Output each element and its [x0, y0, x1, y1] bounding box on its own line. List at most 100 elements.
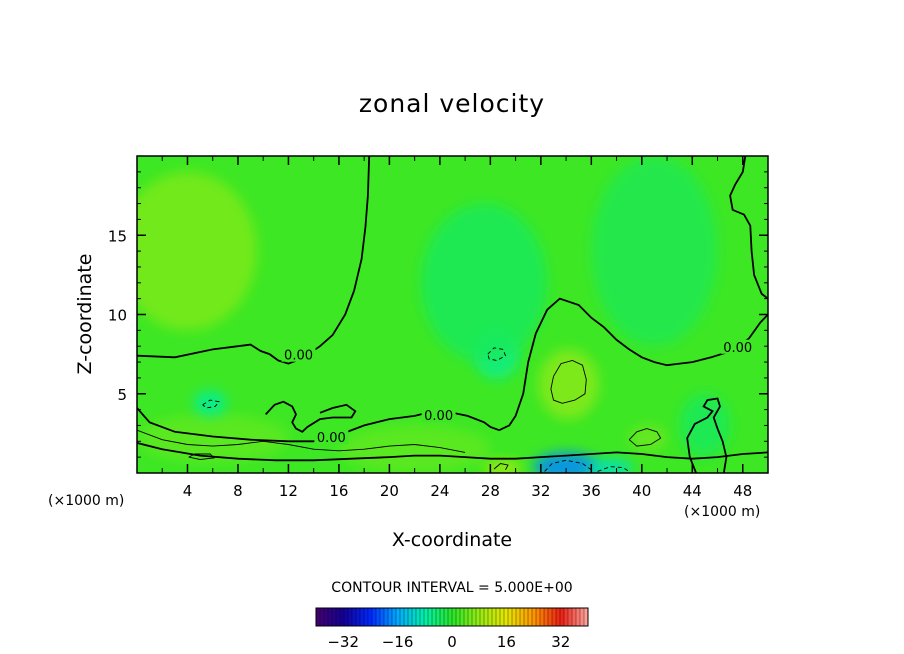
colorbar-tick-label: −32 — [327, 633, 359, 651]
colorbar-cell — [400, 608, 405, 626]
colorbar-cell — [364, 608, 369, 626]
x-tick-label: 20 — [380, 482, 399, 500]
colorbar-cell — [492, 608, 497, 626]
field-region — [137, 414, 289, 462]
contour-label: 0.00 — [317, 431, 346, 446]
field-region — [629, 425, 668, 451]
colorbar-cell — [404, 608, 409, 626]
colorbar-cell — [396, 608, 401, 626]
contour-label-bg — [314, 430, 349, 445]
colorbar-cell — [456, 608, 461, 626]
colorbar-cell — [372, 608, 377, 626]
colorbar-cell — [420, 608, 425, 626]
colorbar-cell — [388, 608, 393, 626]
zero-contour — [265, 400, 357, 433]
field-region — [338, 425, 491, 473]
colorbar-cell — [464, 608, 469, 626]
colorbar-cell — [536, 608, 541, 626]
colorbar-tick-label: 32 — [551, 633, 570, 651]
y-axis-label: Z-coordinate — [74, 254, 96, 375]
colorbar-cell — [412, 608, 417, 626]
colorbar-cell — [436, 608, 441, 626]
y-tick-label: 10 — [108, 307, 127, 325]
zero-contour — [729, 156, 768, 300]
field-region — [193, 390, 227, 416]
colorbar-cell — [416, 608, 421, 626]
colorbar-cell — [428, 608, 433, 626]
colorbar-frame — [315, 607, 589, 627]
colorbar-cell — [360, 608, 365, 626]
colorbar-cell — [520, 608, 525, 626]
colorbar-cell — [368, 608, 373, 626]
colorbar-cell — [512, 608, 517, 626]
colorbar-tick-label: −16 — [382, 633, 414, 651]
colorbar-cell — [356, 608, 361, 626]
colorbar-tick-labels: −32 −16 0 16 32 — [327, 633, 570, 651]
colorbar-cell — [580, 608, 585, 626]
field-region — [587, 458, 633, 473]
negative-contour — [597, 466, 630, 472]
x-tick-label: 44 — [683, 482, 702, 500]
contour-label-bg — [421, 407, 456, 422]
colorbar-cell — [480, 608, 485, 626]
colorbar-cell — [444, 608, 449, 626]
colorbar-cell — [440, 608, 445, 626]
colorbar-cell — [392, 608, 397, 626]
colorbar-cell — [344, 608, 349, 626]
colorbar-cell — [468, 608, 473, 626]
colorbar-tick-label: 16 — [497, 633, 516, 651]
field-region — [533, 452, 599, 473]
x-tick-labels: 4 8 12 16 20 24 28 32 36 40 44 48 — [183, 482, 753, 500]
axis-ticks — [137, 156, 768, 473]
contour-label-bg — [720, 339, 755, 354]
x-tick-label: 12 — [279, 482, 298, 500]
colorbar-cell — [460, 608, 465, 626]
y-tick-label: 15 — [108, 227, 127, 245]
x-tick-label: 32 — [531, 482, 550, 500]
x-tick-label: 4 — [183, 482, 193, 500]
colorbar-cell — [336, 608, 341, 626]
x-unit-right: (×1000 m) — [684, 504, 760, 520]
colorbar-cell — [316, 608, 321, 626]
positive-contour — [493, 463, 509, 471]
negative-contour — [487, 347, 507, 361]
colorbar-cell — [564, 608, 569, 626]
colorbar-cell — [384, 608, 389, 626]
x-tick-label: 48 — [733, 482, 752, 500]
x-axis-label: X-coordinate — [392, 529, 512, 551]
colorbar-tick-label: 0 — [447, 633, 457, 651]
negative-contour — [202, 399, 220, 409]
colorbar-cell — [560, 608, 565, 626]
x-tick-label: 28 — [481, 482, 500, 500]
positive-contour — [550, 360, 587, 404]
contour-label: 0.00 — [284, 349, 313, 364]
colorbar-cell — [556, 608, 561, 626]
x-tick-label: 36 — [582, 482, 601, 500]
colorbar-cell — [496, 608, 501, 626]
colorbar-cell — [568, 608, 573, 626]
colorbar-cell — [340, 608, 345, 626]
velocity-field — [137, 156, 768, 473]
colorbar-cell — [544, 608, 549, 626]
contour-lines — [137, 156, 768, 473]
colorbar-cell — [548, 608, 553, 626]
colorbar-cell — [380, 608, 385, 626]
colorbar-cell — [524, 608, 529, 626]
colorbar-cell — [376, 608, 381, 626]
colorbar-cell — [324, 608, 329, 626]
colorbar-cell — [576, 608, 581, 626]
colorbar-cell — [476, 608, 481, 626]
colorbar-cell — [484, 608, 489, 626]
colorbar-cell — [408, 608, 413, 626]
contour-labels: 0.00 0.00 0.00 0.00 — [281, 339, 755, 446]
colorbar-cell — [572, 608, 577, 626]
colorbar-cell — [500, 608, 505, 626]
colorbar-cell — [504, 608, 509, 626]
colorbar-cell — [540, 608, 545, 626]
colorbar-cell — [424, 608, 429, 626]
colorbar-cell — [328, 608, 333, 626]
colorbar-cell — [488, 608, 493, 626]
field-region — [538, 349, 599, 420]
x-tick-label: 40 — [632, 482, 651, 500]
